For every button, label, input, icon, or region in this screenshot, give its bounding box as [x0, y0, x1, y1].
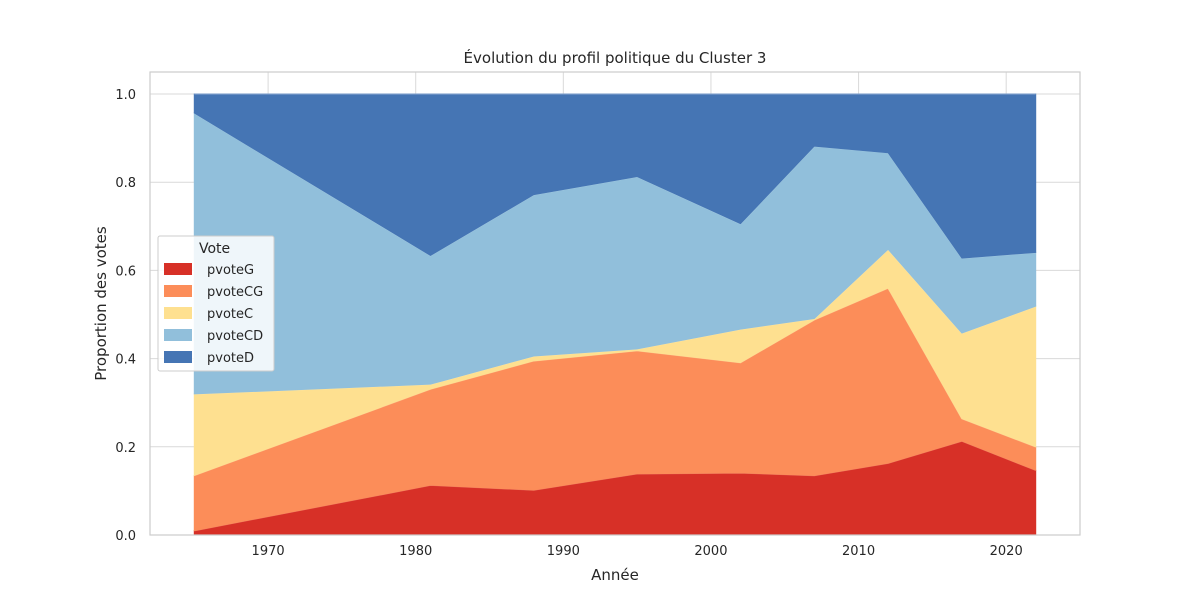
legend-swatch-pvoteCG [164, 285, 192, 297]
y-tick-label: 0.2 [115, 441, 136, 456]
legend-label-pvoteCG: pvoteCG [207, 285, 263, 300]
y-tick-label: 0.6 [115, 264, 136, 279]
legend-label-pvoteC: pvoteC [207, 307, 253, 322]
legend-label-pvoteD: pvoteD [207, 351, 254, 366]
y-tick-label: 0.0 [115, 529, 136, 544]
y-tick-label: 0.8 [115, 176, 136, 191]
chart-title: Évolution du profil politique du Cluster… [464, 48, 767, 67]
plot-frame [149, 71, 1081, 536]
legend-swatch-pvoteG [164, 263, 192, 275]
legend-swatch-pvoteCD [164, 329, 192, 341]
legend-swatch-pvoteD [164, 351, 192, 363]
y-tick-label: 0.4 [115, 353, 136, 368]
legend-items: pvoteG pvoteCG pvoteC pvoteCD pvoteD [164, 263, 263, 366]
area-pvoteD [193, 93, 1037, 259]
legend-label-pvoteCD: pvoteCD [207, 329, 263, 344]
y-tick-label: 1.0 [115, 88, 136, 103]
x-tick-label: 1980 [399, 544, 432, 559]
y-axis-label: Proportion des votes [92, 226, 110, 381]
axis-ticks: 1970 1980 1990 2000 2010 2020 0.0 0.2 0.4 0.6 0.8 1… [115, 88, 1022, 559]
legend: Vote pvoteG pvoteCG pvoteC pvoteCD pvoteD [157, 235, 275, 372]
x-axis-label: Année [591, 566, 639, 584]
x-tick-label: 2000 [694, 544, 727, 559]
legend-swatch-pvoteC [164, 307, 192, 319]
x-tick-label: 2020 [990, 544, 1023, 559]
area-series [193, 93, 1037, 536]
legend-title: Vote [199, 241, 230, 257]
x-tick-label: 1990 [547, 544, 580, 559]
x-tick-label: 1970 [252, 544, 285, 559]
x-tick-label: 2010 [842, 544, 875, 559]
legend-label-pvoteG: pvoteG [207, 263, 254, 278]
